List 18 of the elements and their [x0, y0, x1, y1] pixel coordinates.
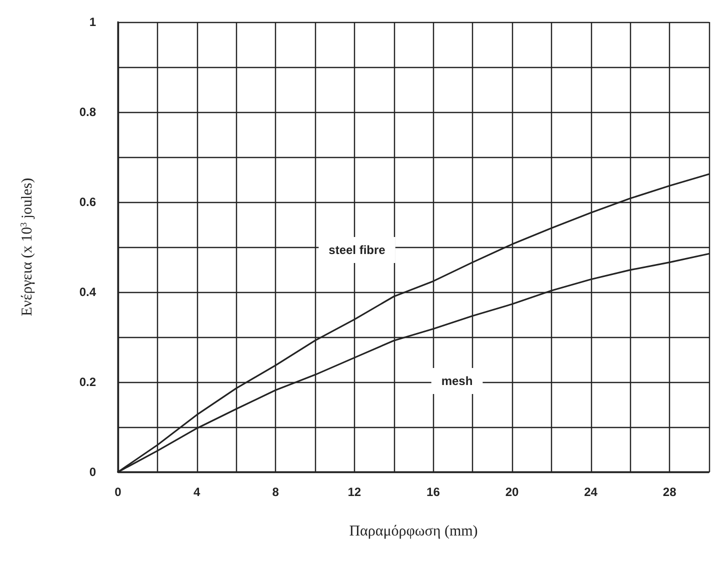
- annotation: mesh: [441, 374, 473, 388]
- x-tick-label: 0: [114, 485, 122, 499]
- y-tick-label: 0.2: [79, 375, 96, 389]
- x-tick-label: 8: [272, 485, 280, 499]
- y-tick-label: 1: [89, 15, 96, 29]
- y-tick-label: 0: [89, 465, 96, 479]
- x-tick-label: 4: [193, 485, 200, 499]
- y-axis-title: Ενέργεια (x 103 joules): [18, 178, 36, 316]
- y-tick-label: 0.4: [79, 285, 96, 299]
- x-tick-label: 28: [662, 485, 677, 499]
- y-tick-label: 0.6: [79, 195, 96, 209]
- x-tick-label: 16: [426, 485, 440, 499]
- x-tick-label: 24: [584, 485, 598, 499]
- x-tick-label: 12: [348, 485, 362, 499]
- annotation: steel fibre: [328, 243, 386, 257]
- x-axis-title: Παραμόρφωση (mm): [349, 524, 478, 540]
- x-tick-label: 20: [505, 485, 519, 499]
- y-tick-label: 0.8: [79, 105, 96, 119]
